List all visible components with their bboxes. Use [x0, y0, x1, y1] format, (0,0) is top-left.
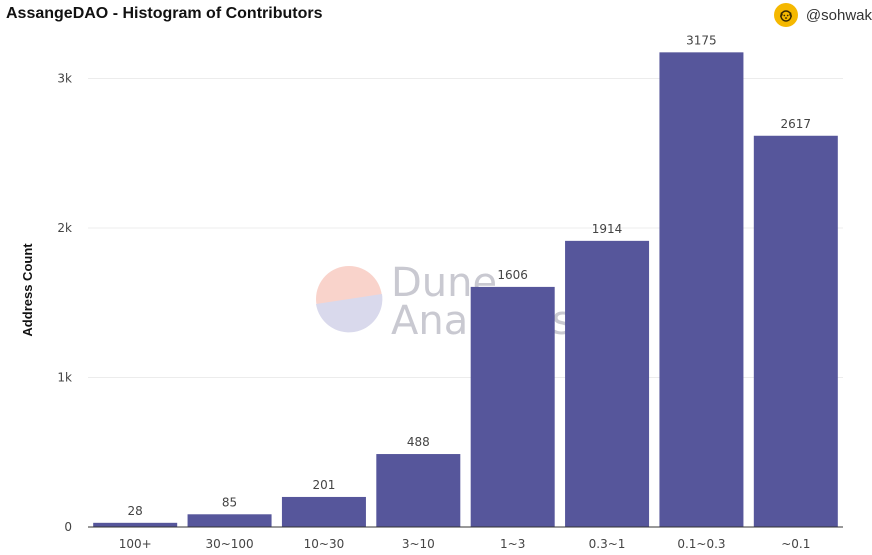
chart-title: AssangeDAO - Histogram of Contributors	[6, 5, 323, 22]
watermark-logo-lower	[316, 294, 383, 333]
y-tick-label: 2k	[57, 221, 72, 235]
y-tick-label: 3k	[57, 72, 72, 86]
x-tick-label: 1~3	[500, 537, 525, 551]
x-tick-label: 0.3~1	[589, 537, 626, 551]
bars: 28 85 201 488 1606 1914 3175 2617	[93, 33, 838, 528]
author-badge[interactable]: @sohwak	[773, 3, 872, 27]
bar[interactable]	[565, 240, 650, 527]
dog-face-icon	[773, 3, 798, 27]
data-label: 1606	[497, 268, 528, 282]
data-label: 2617	[781, 117, 812, 131]
x-tick-label: 0.1~0.3	[677, 537, 725, 551]
y-tick-label: 0	[64, 520, 72, 534]
bar[interactable]	[187, 514, 272, 527]
x-tick-label: 100+	[119, 537, 152, 551]
bar[interactable]	[281, 496, 366, 527]
x-tick-label: 10~30	[304, 537, 345, 551]
bar[interactable]	[376, 454, 461, 527]
data-label: 488	[407, 435, 430, 449]
y-axis-label: Address Count	[20, 243, 35, 337]
data-label: 1914	[592, 222, 623, 236]
y-axis: 0 1k 2k 3k	[57, 72, 72, 535]
bar[interactable]	[753, 135, 838, 528]
data-label: 28	[128, 504, 143, 518]
x-tick-label: 30~100	[205, 537, 253, 551]
x-tick-label: 3~10	[402, 537, 435, 551]
x-axis: 100+ 30~100 10~30 3~10 1~3 0.3~1 0.1~0.3 ~0.1	[88, 526, 843, 551]
data-label: 85	[222, 495, 237, 509]
bar[interactable]	[93, 522, 178, 527]
bar[interactable]	[470, 286, 555, 527]
y-tick-label: 1k	[57, 371, 72, 385]
author-handle: @sohwak	[805, 6, 872, 24]
data-label: 201	[312, 478, 335, 492]
x-tick-label: ~0.1	[781, 537, 810, 551]
data-label: 3175	[686, 33, 717, 47]
bar[interactable]	[659, 52, 744, 528]
